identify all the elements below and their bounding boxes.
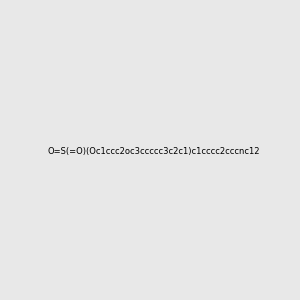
Text: O=S(=O)(Oc1ccc2oc3ccccc3c2c1)c1cccc2cccnc12: O=S(=O)(Oc1ccc2oc3ccccc3c2c1)c1cccc2cccn…	[47, 147, 260, 156]
